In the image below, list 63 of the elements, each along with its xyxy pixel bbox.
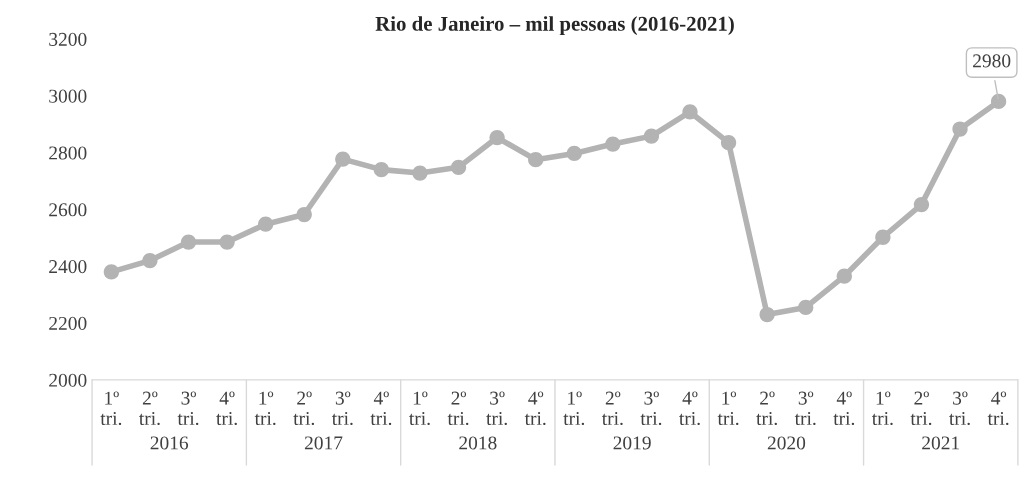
x-tick-label: 1º tri.	[100, 391, 122, 426]
x-tick-label: 4º tri.	[679, 391, 700, 426]
x-tick-label: 2º tri.	[139, 391, 160, 426]
point	[952, 121, 968, 137]
x-tick-label: 1º tri.	[871, 391, 893, 426]
point	[296, 206, 312, 223]
text: 2019	[613, 436, 651, 450]
chart-title: Rio de Janeiro – mil pessoas (2016-2021)	[375, 16, 734, 36]
y-tick-label: 2000	[49, 373, 87, 387]
point	[142, 252, 158, 269]
y-tick-label: 2400	[49, 260, 87, 274]
x-tick-label: 2º tri.	[293, 391, 315, 426]
x-tick-label: 4º tri.	[370, 391, 392, 426]
point	[798, 299, 814, 316]
y-tick-label: 3000	[49, 89, 87, 103]
text: 2021	[922, 436, 960, 450]
x-tick-label: 1º tri.	[409, 391, 430, 426]
point	[759, 306, 775, 323]
x-tick-label: 2º tri.	[447, 391, 469, 426]
text: 2016	[150, 436, 189, 450]
x-tick-label: 4º tri.	[987, 391, 1009, 426]
x-tick-label: 4º tri.	[833, 391, 855, 426]
x-tick-label: 4º tri.	[524, 391, 546, 426]
x-tick-label: 2º tri.	[756, 391, 777, 426]
point	[180, 234, 197, 250]
point	[836, 268, 852, 284]
point	[450, 159, 467, 175]
point	[258, 216, 274, 232]
point	[643, 128, 660, 144]
x-tick-label: 3º tri.	[486, 391, 507, 426]
x-tick-label: 1º tri.	[717, 391, 739, 426]
x-tick-label: 2º tri.	[910, 391, 932, 426]
x-tick-label: 3º tri.	[331, 391, 353, 426]
point	[335, 151, 351, 167]
point	[875, 229, 891, 245]
point	[682, 104, 698, 120]
data-label: 2980	[973, 54, 1011, 68]
x-tick-label: 4º tri.	[216, 391, 237, 426]
point	[412, 165, 428, 181]
x-tick-label: 3º tri.	[640, 391, 662, 426]
text: 2018	[459, 436, 497, 450]
point	[219, 234, 235, 250]
point	[913, 196, 930, 213]
point	[566, 145, 582, 162]
y-tick-label: 2200	[49, 316, 87, 330]
y-tick-label: 2600	[49, 203, 87, 217]
point	[373, 162, 390, 178]
point	[489, 129, 505, 146]
x-tick-label: 3º tri.	[794, 391, 816, 426]
point	[990, 93, 1007, 110]
y-tick-label: 2800	[49, 146, 87, 160]
x-tick-label: 1º tri.	[563, 391, 585, 426]
point	[720, 135, 737, 151]
text: 2017	[304, 436, 343, 450]
x-tick-label: 2º tri.	[601, 391, 623, 426]
point	[528, 152, 544, 168]
x-tick-label: 3º tri.	[177, 391, 199, 426]
point	[605, 136, 621, 152]
text: 2020	[767, 436, 806, 450]
x-tick-label: 1º tri.	[254, 391, 276, 426]
point	[103, 264, 119, 280]
y-tick-label: 3200	[49, 32, 87, 46]
x-tick-label: 3º tri.	[949, 391, 970, 426]
